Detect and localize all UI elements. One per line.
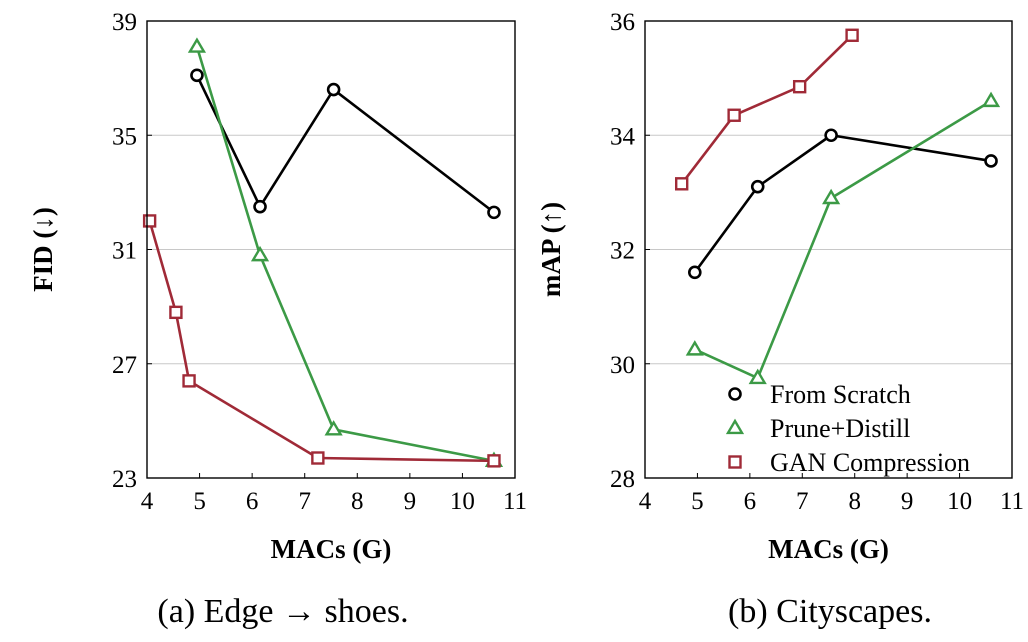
data-point-circle	[487, 205, 501, 220]
x-tick-label: 6	[246, 488, 259, 515]
x-tick-label: 11	[503, 488, 527, 515]
series-line-triangle	[694, 99, 992, 380]
y-tick-label: 31	[112, 238, 137, 265]
y-tick-label: 23	[112, 466, 137, 493]
series-line-circle	[693, 133, 992, 274]
panel-cityscapes: 28 30 32 34 36 4 5 6 7 8 9 10 11 MACs (G) mAP (↑) (b) C…	[536, 9, 1024, 630]
legend-marker-circle	[728, 387, 742, 401]
x-tick-label: 10	[947, 488, 972, 515]
plot-frame	[644, 20, 1013, 479]
legend-marker-triangle	[725, 418, 745, 435]
x-tick-label: 5	[691, 488, 704, 515]
legend-label: From Scratch	[770, 380, 911, 409]
data-point-square	[845, 28, 859, 42]
data-point-triangle	[981, 91, 1001, 108]
y-tick-label: 34	[610, 123, 636, 150]
legend-marker-square	[728, 455, 742, 469]
data-point-square	[142, 214, 157, 228]
data-point-circle	[824, 128, 838, 143]
data-point-square	[727, 108, 741, 122]
series-line-square	[680, 34, 854, 185]
x-tick-label: 8	[848, 488, 861, 515]
x-tick-label: 7	[298, 488, 311, 515]
y-tick-label: 27	[112, 352, 137, 379]
x-tick-label: 9	[404, 488, 417, 515]
data-point-circle	[253, 199, 267, 214]
x-axis-label: MACs (G)	[271, 534, 392, 564]
data-point-triangle	[324, 420, 343, 436]
y-axis-label: FID (↓)	[28, 207, 58, 292]
y-tick-label: 28	[610, 466, 635, 493]
data-point-triangle	[250, 245, 270, 262]
legend-label: GAN Compression	[770, 448, 970, 477]
panel-caption: (b) Cityscapes.	[728, 593, 932, 630]
data-point-square	[487, 454, 501, 468]
data-point-circle	[688, 265, 702, 280]
y-tick-label: 39	[112, 9, 137, 36]
y-tick-label: 35	[112, 123, 137, 150]
data-point-triangle	[685, 340, 704, 356]
panel-edge-shoes: 23 27 31 35 39 4 5 6 7 8 9 10 11 MACs (G) FID (↓) (a) E…	[28, 9, 527, 630]
data-point-square	[311, 451, 325, 465]
legend-label: Prune+Distill	[770, 414, 910, 443]
y-tick-label: 30	[610, 352, 635, 379]
data-point-circle	[190, 68, 204, 83]
x-tick-label: 4	[141, 488, 154, 515]
panel-caption: (a) Edge → shoes.	[157, 593, 408, 630]
data-point-square	[182, 374, 196, 388]
data-point-square	[169, 305, 183, 320]
y-tick-label: 32	[610, 238, 635, 265]
y-tick-label: 36	[610, 9, 635, 36]
y-axis-label: mAP (↑)	[536, 202, 566, 297]
x-tick-label: 7	[796, 488, 809, 515]
x-axis-label: MACs (G)	[768, 534, 889, 564]
series-line-square	[148, 220, 494, 463]
x-tick-label: 8	[351, 488, 364, 515]
data-point-circle	[326, 82, 341, 97]
x-tick-label: 5	[193, 488, 206, 515]
data-point-square	[675, 177, 689, 191]
x-tick-label: 10	[450, 488, 475, 515]
series-line-triangle	[195, 46, 495, 463]
x-tick-label: 11	[1000, 488, 1024, 515]
series-line-circle	[195, 74, 495, 214]
plot-frame	[146, 20, 516, 479]
data-point-square	[792, 79, 807, 94]
x-tick-label: 9	[901, 488, 914, 515]
data-point-circle	[984, 154, 998, 168]
data-point-circle	[750, 179, 765, 194]
x-tick-label: 6	[744, 488, 757, 515]
x-tick-label: 4	[639, 488, 652, 515]
data-point-triangle	[822, 188, 841, 205]
data-point-triangle	[187, 37, 207, 53]
legend: From Scratch Prune+Distill GAN Compression	[725, 380, 970, 477]
data-point-triangle	[748, 368, 767, 385]
